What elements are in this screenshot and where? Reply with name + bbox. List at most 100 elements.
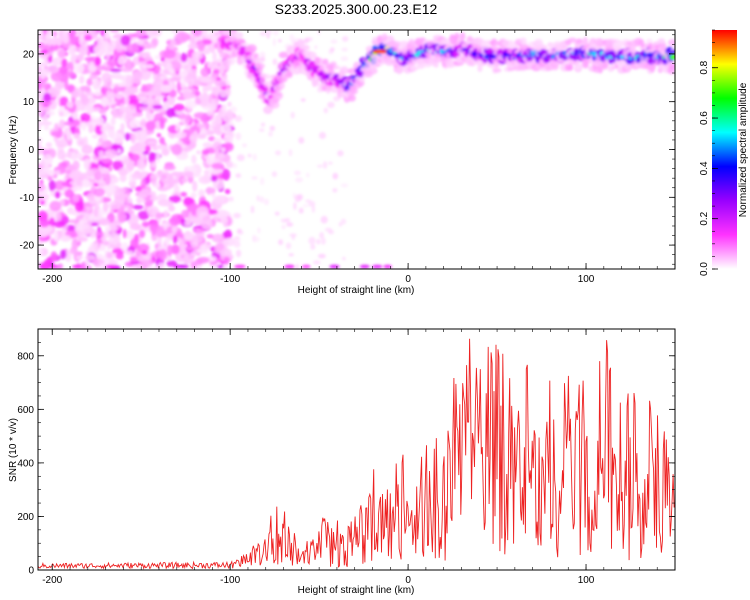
heat-blob — [106, 251, 113, 259]
spectrogram-x-label: Height of straight line (km) — [298, 285, 415, 296]
heat-blob — [221, 59, 231, 71]
heat-blob — [60, 249, 67, 260]
heat-blob — [328, 161, 333, 165]
heat-blob — [284, 264, 295, 269]
heat-blob — [148, 265, 160, 269]
heat-blob — [131, 263, 144, 269]
heat-blob — [278, 51, 289, 59]
heat-blob — [166, 260, 178, 267]
heat-blob — [271, 171, 278, 178]
colorbar-tick-label: 0.2 — [699, 211, 710, 225]
heat-blob — [162, 79, 169, 87]
heat-blob — [43, 37, 48, 43]
heat-blob — [116, 82, 127, 88]
heat-blob — [252, 234, 256, 243]
x-tick-label: 0 — [405, 575, 411, 586]
heat-blob — [97, 218, 111, 226]
heat-blob — [86, 169, 95, 177]
heat-blob — [100, 30, 105, 37]
x-tick-label: 0 — [405, 274, 411, 285]
heat-blob — [75, 185, 83, 191]
heat-blob — [50, 131, 61, 137]
heat-blob — [69, 246, 78, 255]
heat-blob — [129, 153, 141, 162]
heat-blob — [49, 200, 62, 212]
heat-blob — [162, 101, 170, 109]
heat-blob — [220, 147, 226, 153]
heat-blob — [95, 116, 105, 127]
heat-blob — [106, 123, 111, 129]
heat-blob — [196, 206, 209, 218]
heat-blob — [219, 90, 228, 98]
heat-blob — [385, 56, 392, 64]
heat-blob — [332, 172, 339, 180]
heat-blob — [84, 57, 95, 61]
heat-blob — [166, 62, 173, 71]
spectrogram-y-ticks: -20 -10 0 10 20 — [20, 34, 675, 265]
heat-blob — [38, 62, 48, 67]
heat-blob — [81, 144, 93, 155]
heat-blob — [234, 31, 244, 39]
heat-blob — [199, 243, 211, 251]
heat-blob — [79, 44, 89, 56]
heat-blob — [275, 150, 281, 156]
heat-blob — [258, 73, 267, 78]
heat-blob — [114, 194, 126, 206]
y-tick-label: 0 — [28, 145, 34, 156]
heat-blob — [40, 49, 49, 55]
heat-blob — [101, 133, 108, 141]
heat-blob — [132, 70, 143, 79]
heat-blob — [81, 121, 87, 131]
heat-blob — [211, 233, 225, 243]
heat-blob — [159, 136, 165, 145]
heat-blob — [575, 38, 583, 44]
heat-blob — [48, 180, 56, 192]
heat-blob — [332, 65, 341, 70]
heat-blob — [93, 187, 105, 197]
heat-blob — [671, 54, 675, 59]
heat-blob — [39, 72, 46, 80]
heat-blob — [188, 56, 200, 66]
heat-blob — [323, 107, 329, 114]
heat-blob — [76, 137, 86, 147]
heat-blob — [359, 264, 370, 269]
heat-blob — [76, 153, 84, 159]
heat-blob — [105, 149, 118, 159]
heat-blob — [212, 51, 218, 62]
heat-blob — [109, 30, 119, 33]
heat-blob — [82, 215, 87, 224]
heat-blob — [156, 145, 169, 150]
heat-blob — [288, 253, 294, 257]
spectrogram-y-label: Frequency (Hz) — [8, 116, 19, 185]
heat-blob — [145, 121, 156, 131]
heat-blob — [51, 37, 62, 44]
heat-blob — [175, 31, 189, 44]
heat-blob — [227, 101, 232, 107]
heat-blob — [383, 264, 393, 269]
heat-blob — [272, 58, 278, 66]
heat-blob — [220, 248, 232, 257]
heat-blob — [112, 160, 124, 171]
heat-blob — [147, 205, 159, 217]
heat-blob — [225, 161, 234, 169]
heat-blob — [72, 194, 80, 203]
heat-blob — [122, 228, 127, 239]
heat-blob — [70, 152, 76, 161]
x-tick-label: -100 — [220, 575, 240, 586]
heat-blob — [110, 68, 122, 73]
heat-blob — [38, 108, 45, 116]
heat-blob — [78, 34, 85, 46]
heat-blob — [106, 59, 119, 67]
heat-blob — [86, 78, 93, 86]
heat-blob — [286, 222, 294, 227]
heat-blob — [301, 264, 311, 269]
heat-blob — [340, 56, 349, 62]
heat-blob — [168, 195, 182, 203]
heat-blob — [184, 171, 194, 178]
heat-blob — [169, 77, 181, 82]
heat-blob — [314, 56, 321, 65]
heat-blob — [38, 31, 44, 41]
heat-blob — [40, 159, 45, 167]
heat-blob — [200, 114, 210, 123]
heat-blob — [278, 81, 285, 90]
